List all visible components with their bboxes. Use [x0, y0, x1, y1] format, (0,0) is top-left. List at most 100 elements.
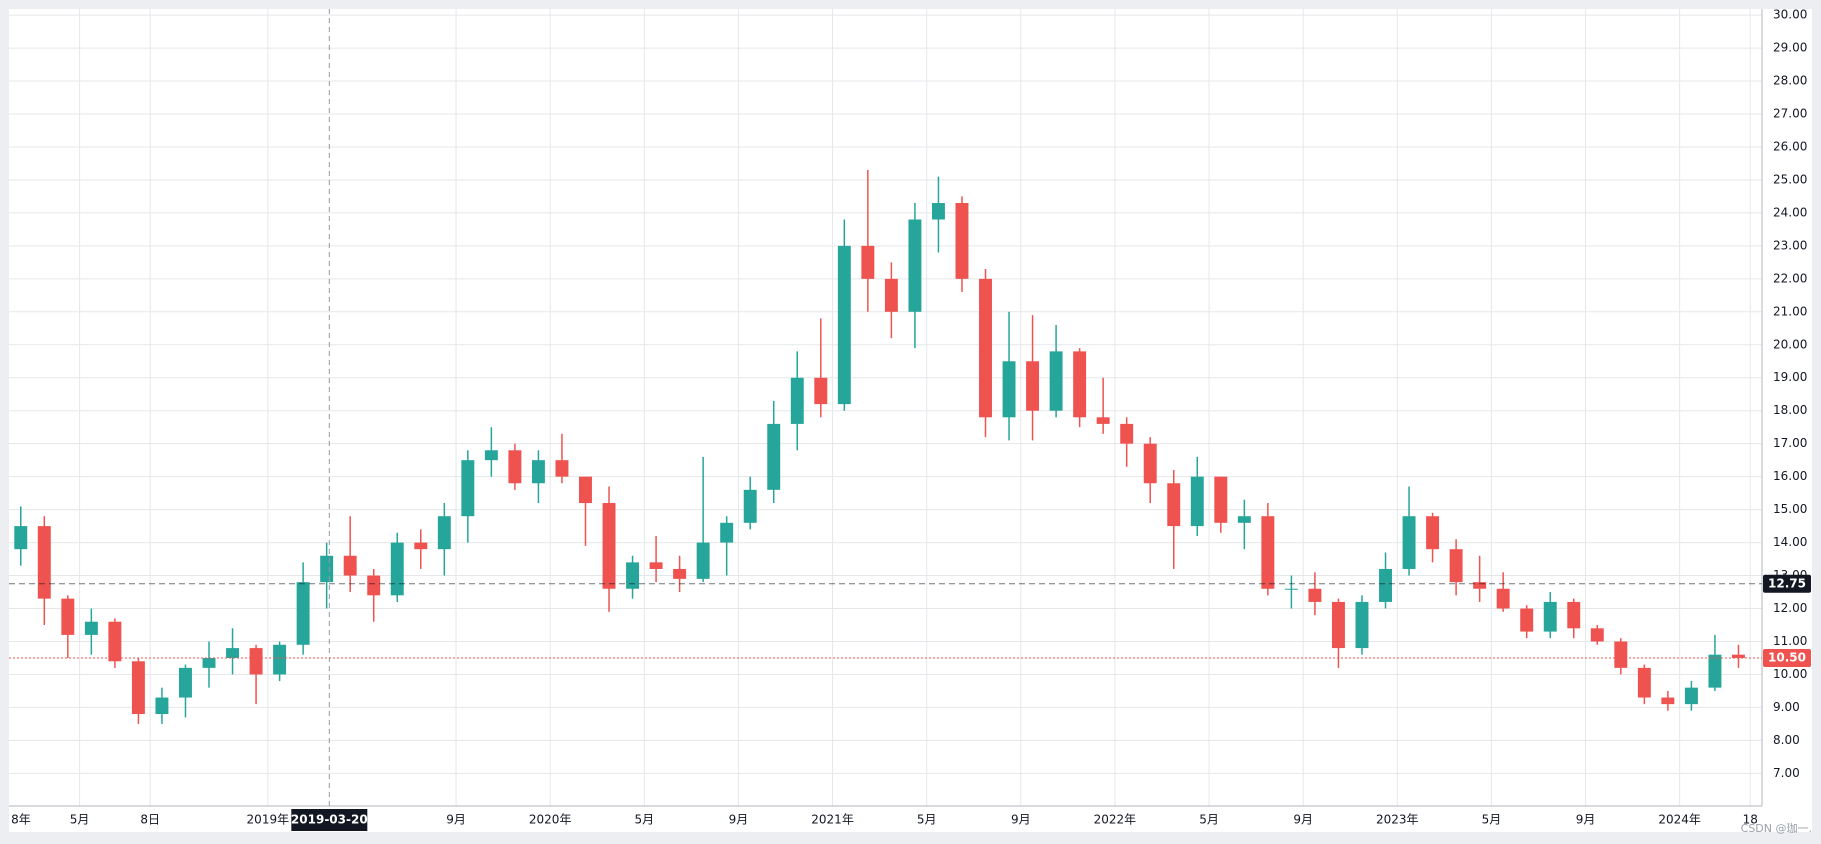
- candle-body: [461, 460, 475, 517]
- y-tick-label: 25.00: [1773, 172, 1807, 186]
- y-tick-label: 24.00: [1773, 205, 1807, 219]
- x-tick-label: 8日: [140, 813, 160, 827]
- x-tick-label: 9月: [729, 813, 749, 827]
- candle-body: [979, 278, 992, 418]
- x-tick-label: 9月: [1011, 813, 1031, 827]
- candle-body: [1096, 417, 1110, 424]
- candle-body: [61, 598, 75, 635]
- price-label-box: [1763, 574, 1811, 593]
- candle-body: [1261, 516, 1275, 589]
- x-tick-label: 5月: [1482, 813, 1502, 827]
- x-tick-label: 9月: [446, 813, 466, 827]
- candle-body: [320, 555, 334, 583]
- y-tick-label: 22.00: [1773, 271, 1807, 285]
- candle-body: [367, 575, 381, 596]
- candle-body: [1120, 423, 1134, 444]
- candle-body: [1167, 483, 1181, 527]
- candle-body: [155, 697, 169, 715]
- candle-body: [131, 661, 145, 715]
- price-label: 12.75: [1768, 576, 1806, 590]
- candle-body: [108, 621, 122, 662]
- candle-body: [1614, 641, 1628, 668]
- y-tick-label: 29.00: [1773, 41, 1807, 55]
- candle-body: [1543, 601, 1557, 632]
- candle-body: [37, 526, 51, 599]
- candle-body: [1284, 588, 1298, 590]
- x-tick-label: 5月: [634, 813, 654, 827]
- candle-body: [296, 582, 310, 645]
- candle-body: [226, 648, 240, 658]
- x-tick-label: 2024年: [1658, 813, 1701, 827]
- candle-body: [673, 568, 687, 579]
- candle-body: [1449, 549, 1463, 583]
- x-tick-label: 5月: [70, 813, 90, 827]
- candle-body: [14, 526, 28, 550]
- candle-body: [579, 476, 592, 504]
- x-tick-label: 2021年: [811, 813, 854, 827]
- candle-body: [1708, 654, 1722, 688]
- y-tick-label: 14.00: [1773, 535, 1807, 549]
- candle-body: [814, 377, 828, 405]
- y-tick-label: 20.00: [1773, 337, 1807, 351]
- candle-body: [626, 562, 640, 589]
- y-tick-label: 16.00: [1773, 469, 1807, 483]
- crosshair-label: 2019-03-20: [291, 813, 368, 827]
- candle-body: [508, 450, 522, 484]
- candle-body: [837, 245, 851, 405]
- y-tick-label: 12.00: [1773, 601, 1807, 615]
- candle-body: [437, 516, 451, 550]
- y-tick-label: 10.00: [1773, 667, 1807, 681]
- candle-body: [390, 542, 404, 596]
- candle-body: [696, 542, 710, 579]
- chart-background: [9, 9, 1812, 832]
- candle-body: [1049, 351, 1063, 411]
- candle-body: [484, 450, 498, 461]
- x-tick-label: 5月: [917, 813, 937, 827]
- x-tick-label: 5月: [1199, 813, 1219, 827]
- candle-body: [84, 621, 98, 635]
- candle-body: [649, 562, 663, 569]
- candle-body: [531, 460, 545, 484]
- candle-body: [1590, 628, 1604, 642]
- x-tick-label: 2022年: [1094, 813, 1137, 827]
- candle-body: [1026, 361, 1040, 411]
- y-tick-label: 26.00: [1773, 139, 1807, 153]
- candle-body: [343, 555, 357, 576]
- x-tick-label: 8年: [11, 813, 31, 827]
- candle-body: [1355, 601, 1369, 649]
- candle-body: [955, 203, 969, 279]
- candle-body: [1684, 687, 1698, 705]
- candle-body: [1731, 654, 1745, 658]
- price-label: 10.50: [1768, 650, 1806, 664]
- watermark: CSDN @珈一.: [1741, 822, 1812, 835]
- y-tick-label: 21.00: [1773, 304, 1807, 318]
- y-tick-label: 17.00: [1773, 436, 1807, 450]
- candle-body: [1190, 476, 1204, 527]
- y-tick-label: 23.00: [1773, 238, 1807, 252]
- candle-body: [1496, 588, 1510, 609]
- candle-body: [1073, 351, 1087, 418]
- candle-body: [720, 522, 734, 543]
- y-tick-label: 7.00: [1773, 766, 1800, 780]
- candle-body: [790, 377, 804, 424]
- x-tick-label: 2023年: [1376, 813, 1419, 827]
- y-tick-label: 8.00: [1773, 733, 1800, 747]
- candle-body: [931, 203, 945, 220]
- candle-body: [179, 667, 192, 698]
- candle-body: [1402, 516, 1416, 569]
- y-tick-label: 18.00: [1773, 403, 1807, 417]
- x-tick-label: 9月: [1576, 813, 1596, 827]
- candle-body: [1520, 608, 1534, 632]
- candle-body: [1567, 601, 1581, 629]
- candle-body: [202, 657, 216, 668]
- candle-body: [1473, 582, 1487, 589]
- y-tick-label: 27.00: [1773, 107, 1807, 121]
- candle-body: [1308, 588, 1322, 602]
- x-tick-label: 2020年: [529, 813, 572, 827]
- y-tick-label: 28.00: [1773, 74, 1807, 88]
- candle-body: [1331, 601, 1345, 649]
- candle-body: [861, 245, 875, 279]
- candle-body: [414, 542, 428, 550]
- candle-body: [249, 648, 263, 675]
